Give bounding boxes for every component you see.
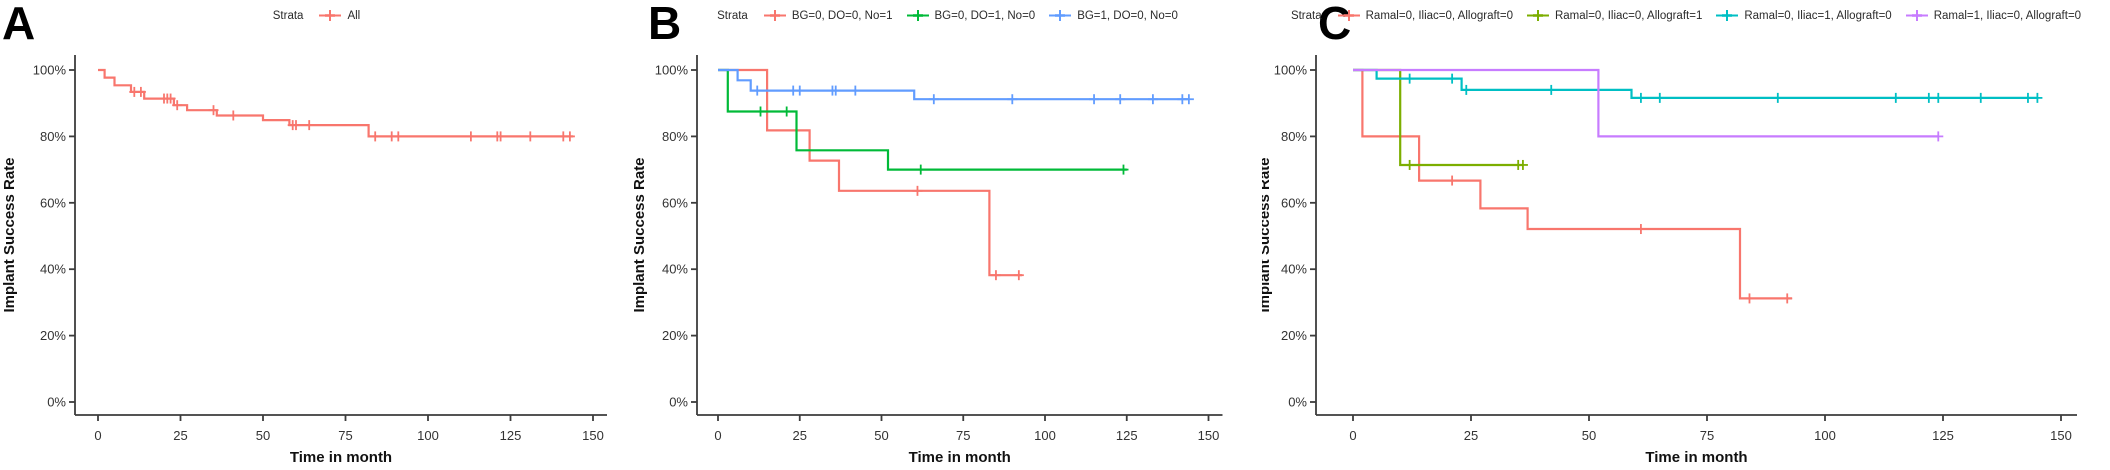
x-tick-label: 125 — [500, 428, 522, 443]
panel-b-legend: Strata BG=0, DO=0, No=1 BG=0, DO=1, No=0 BG… — [633, 8, 1262, 23]
km-curve — [718, 68, 1127, 171]
x-axis-title: Time in month — [1645, 449, 1747, 466]
km-curve — [1353, 68, 1792, 300]
x-tick-label: 150 — [1198, 428, 1220, 443]
legend-key-cross-icon — [1716, 10, 1739, 21]
y-axis-title: Implant Success Rate — [633, 157, 648, 312]
y-axis-title: Implant Success Rate — [1262, 157, 1273, 312]
x-tick-label: 100 — [417, 428, 439, 443]
x-tick-label: 25 — [793, 428, 807, 443]
x-tick-label: 125 — [1116, 428, 1138, 443]
y-tick-label: 40% — [1281, 262, 1307, 277]
x-tick-label: 50 — [1582, 428, 1596, 443]
panel-a-legend: Strata All — [0, 8, 633, 23]
legend-item: Ramal=0, Iliac=0, Allograft=1 — [1526, 8, 1702, 23]
x-tick-label: 25 — [173, 428, 187, 443]
y-tick-label: 60% — [662, 195, 688, 210]
x-tick-label: 125 — [1932, 428, 1954, 443]
legend-key-cross-icon — [1049, 10, 1072, 21]
x-tick-label: 150 — [582, 428, 604, 443]
y-tick-label: 60% — [1281, 195, 1307, 210]
x-axis-title: Time in month — [290, 449, 392, 466]
x-tick-label: 25 — [1464, 428, 1478, 443]
legend-key-cross-icon — [1905, 10, 1928, 21]
legend-item: BG=0, DO=1, No=0 — [906, 8, 1036, 23]
legend-key-cross-icon — [1526, 10, 1549, 21]
panel-c-label: C — [1318, 0, 1351, 49]
legend-item: BG=1, DO=0, No=0 — [1048, 8, 1178, 23]
legend-key-cross-icon — [763, 10, 786, 21]
km-curve — [98, 68, 574, 138]
legend-item-label: Ramal=1, Iliac=0, Allograft=0 — [1933, 9, 2082, 22]
legend-item: BG=0, DO=0, No=1 — [763, 8, 893, 23]
panel-a-plot km-plot-svg: 0% 20% 40% 60% 80% 100% 0 25 50 75 100 125 150 Time i… — [1, 55, 607, 466]
legend-item-label: Ramal=0, Iliac=1, Allograft=0 — [1744, 9, 1892, 22]
legend-item: Ramal=1, Iliac=0, Allograft=0 — [1905, 8, 2081, 23]
legend-item-label: Ramal=0, Iliac=0, Allograft=0 — [1365, 9, 1513, 22]
panel-c-legend: Strata Ramal=0, Iliac=0, Allograft=0 Ramal… — [1262, 8, 2110, 23]
legend-item: All — [318, 8, 360, 23]
km-curve — [1353, 68, 2038, 99]
y-tick-label: 0% — [669, 395, 688, 410]
y-tick-label: 100% — [33, 63, 67, 78]
legend-item-label: Ramal=0, Iliac=0, Allograft=1 — [1554, 9, 1703, 22]
y-tick-label: 80% — [662, 129, 688, 144]
x-tick-label: 0 — [714, 428, 721, 443]
legend-title: Strata — [717, 9, 748, 22]
km-curve — [1353, 68, 1523, 167]
x-tick-label: 150 — [2050, 428, 2072, 443]
legend-key-cross-icon — [906, 10, 929, 21]
panel-b-label: B — [648, 0, 681, 49]
x-tick-label: 75 — [1700, 428, 1714, 443]
legend-item-label: BG=0, DO=0, No=1 — [791, 9, 893, 22]
legend-title: Strata — [1290, 9, 1322, 22]
panel-c-plot km-plot-svg: 0% 20% 40% 60% 80% 100% 0 25 50 75 100 125 150 Time i… — [1262, 55, 2077, 466]
legend-item-label: BG=1, DO=0, No=0 — [1077, 9, 1178, 22]
x-tick-label: 0 — [94, 428, 101, 443]
x-tick-label: 75 — [956, 428, 970, 443]
x-tick-label: 50 — [256, 428, 270, 443]
legend-title: Strata — [272, 9, 304, 22]
y-tick-label: 40% — [662, 262, 688, 277]
y-tick-label: 60% — [40, 195, 66, 210]
panel-a-label: A — [2, 0, 35, 49]
y-tick-label: 0% — [47, 395, 66, 410]
x-tick-label: 50 — [874, 428, 888, 443]
km-curve — [718, 68, 1189, 101]
x-tick-label: 100 — [1814, 428, 1836, 443]
legend-key-cross-icon — [319, 10, 342, 21]
legend-item: Ramal=0, Iliac=0, Allograft=0 — [1337, 8, 1513, 23]
panel-b-plot km-plot-svg: 0% 20% 40% 60% 80% 100% 0 25 50 75 100 125 150 Time i… — [633, 55, 1223, 466]
x-tick-label: 75 — [338, 428, 352, 443]
panel-c: C Strata Ramal=0, Iliac=0, Allograft=0 Ram… — [1262, 0, 2110, 470]
legend-item-label: BG=0, DO=1, No=0 — [934, 9, 1036, 22]
x-tick-label: 0 — [1349, 428, 1356, 443]
y-tick-label: 80% — [1281, 129, 1307, 144]
y-tick-label: 40% — [40, 262, 66, 277]
y-axis-title: Implant Success Rate — [1, 157, 18, 312]
legend-key-cross-icon — [1337, 10, 1360, 21]
y-tick-label: 20% — [40, 328, 66, 343]
y-tick-label: 0% — [1288, 395, 1307, 410]
km-curve — [1353, 68, 1939, 138]
panel-a: A Strata All 0% 20% 40% 60% 80% 100% 0 25 50 75 100… — [0, 0, 633, 470]
y-tick-label: 100% — [1274, 63, 1308, 78]
x-tick-label: 100 — [1034, 428, 1056, 443]
km-curve — [718, 68, 1023, 277]
x-axis-title: Time in month — [909, 449, 1011, 466]
y-tick-label: 20% — [1281, 328, 1307, 343]
legend-item: Ramal=0, Iliac=1, Allograft=0 — [1715, 8, 1892, 23]
legend-item-label: All — [347, 9, 361, 22]
y-tick-label: 20% — [662, 328, 688, 343]
y-tick-label: 100% — [655, 63, 689, 78]
panel-b: B Strata BG=0, DO=0, No=1 BG=0, DO=1, No=0… — [633, 0, 1262, 470]
y-tick-label: 80% — [40, 129, 66, 144]
